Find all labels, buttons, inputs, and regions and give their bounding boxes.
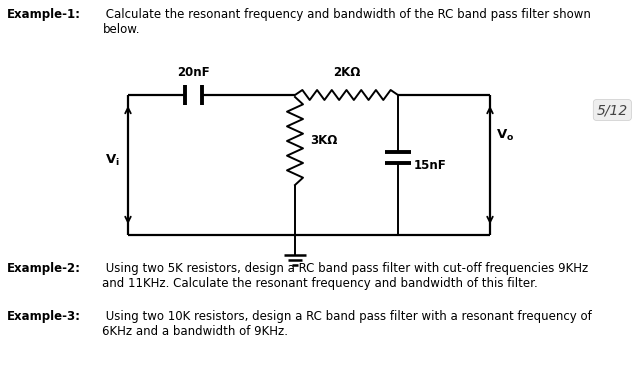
Text: Example-3:: Example-3: (7, 310, 81, 323)
Text: 3KΩ: 3KΩ (310, 134, 337, 148)
Text: Example-2:: Example-2: (7, 262, 81, 275)
Text: $\mathbf{V_o}$: $\mathbf{V_o}$ (496, 127, 514, 142)
Text: 5/12: 5/12 (597, 103, 628, 117)
Text: $\mathbf{V_i}$: $\mathbf{V_i}$ (105, 152, 120, 168)
Text: 15nF: 15nF (414, 159, 447, 172)
Text: Using two 10K resistors, design a RC band pass filter with a resonant frequency : Using two 10K resistors, design a RC ban… (102, 310, 592, 338)
Text: Example-1:: Example-1: (7, 8, 81, 21)
Text: 2KΩ: 2KΩ (333, 66, 360, 79)
Text: 20nF: 20nF (177, 66, 210, 79)
Text: Using two 5K resistors, design a RC band pass filter with cut-off frequencies 9K: Using two 5K resistors, design a RC band… (102, 262, 589, 290)
Text: Calculate the resonant frequency and bandwidth of the RC band pass filter shown
: Calculate the resonant frequency and ban… (102, 8, 591, 36)
